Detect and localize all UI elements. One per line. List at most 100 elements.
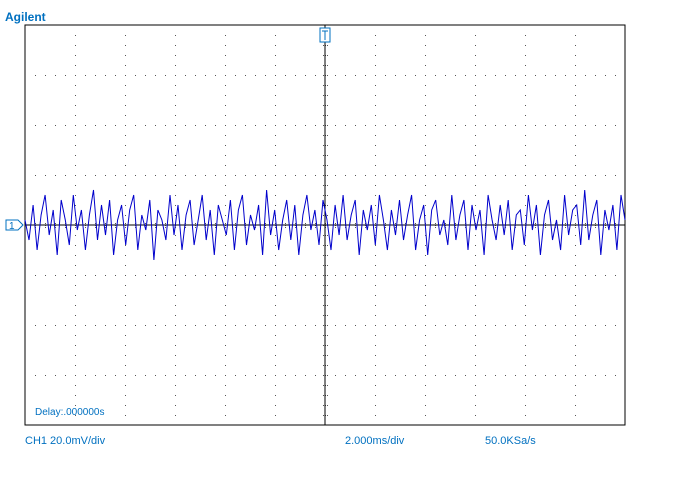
grid-dot (327, 125, 328, 126)
grid-dot (165, 175, 166, 176)
grid-dot (425, 95, 426, 96)
grid-dot (175, 145, 176, 146)
grid-dot (515, 325, 516, 326)
grid-dot (615, 275, 616, 276)
grid-dot (75, 235, 76, 236)
grid-dot (75, 195, 76, 196)
grid-dot (175, 205, 176, 206)
grid-dot (323, 345, 324, 346)
grid-dot (525, 325, 526, 326)
grid-dot (585, 223, 586, 224)
grid-dot (575, 345, 576, 346)
grid-dot (575, 85, 576, 86)
grid-dot (323, 325, 324, 326)
grid-dot (75, 145, 76, 146)
grid-dot (565, 125, 566, 126)
grid-dot (175, 95, 176, 96)
grid-dot (475, 415, 476, 416)
grid-dot (565, 325, 566, 326)
grid-dot (185, 275, 186, 276)
grid-dot (575, 185, 576, 186)
grid-dot (125, 335, 126, 336)
grid-dot (55, 375, 56, 376)
grid-dot (465, 275, 466, 276)
grid-dot (323, 255, 324, 256)
grid-dot (205, 375, 206, 376)
grid-dot (525, 155, 526, 156)
grid-dot (525, 75, 526, 76)
grid-dot (475, 285, 476, 286)
grid-dot (225, 165, 226, 166)
grid-dot (265, 375, 266, 376)
grid-dot (575, 75, 576, 76)
grid-dot (375, 45, 376, 46)
grid-dot (265, 75, 266, 76)
grid-dot (575, 125, 576, 126)
grid-dot (75, 275, 76, 276)
grid-dot (225, 195, 226, 196)
grid-dot (525, 295, 526, 296)
grid-dot (125, 227, 126, 228)
grid-dot (225, 115, 226, 116)
grid-dot (125, 285, 126, 286)
grid-dot (175, 185, 176, 186)
grid-dot (185, 175, 186, 176)
grid-dot (175, 155, 176, 156)
grid-dot (475, 355, 476, 356)
grid-dot (323, 385, 324, 386)
grid-dot (605, 375, 606, 376)
grid-dot (375, 335, 376, 336)
grid-dot (335, 375, 336, 376)
grid-dot (335, 275, 336, 276)
grid-dot (335, 125, 336, 126)
grid-dot (323, 315, 324, 316)
grid-dot (175, 405, 176, 406)
grid-dot (535, 223, 536, 224)
grid-dot (175, 35, 176, 36)
grid-dot (275, 115, 276, 116)
grid-dot (125, 65, 126, 66)
grid-dot (135, 325, 136, 326)
grid-dot (605, 227, 606, 228)
grid-dot (595, 175, 596, 176)
grid-dot (575, 227, 576, 228)
grid-dot (175, 325, 176, 326)
grid-dot (55, 75, 56, 76)
grid-dot (125, 405, 126, 406)
grid-dot (375, 305, 376, 306)
grid-dot (585, 125, 586, 126)
grid-dot (245, 325, 246, 326)
grid-dot (335, 325, 336, 326)
grid-dot (255, 375, 256, 376)
grid-dot (275, 165, 276, 166)
grid-dot (225, 55, 226, 56)
grid-dot (375, 315, 376, 316)
grid-dot (375, 165, 376, 166)
grid-dot (575, 115, 576, 116)
grid-dot (425, 85, 426, 86)
grid-dot (235, 275, 236, 276)
grid-dot (35, 175, 36, 176)
grid-dot (375, 395, 376, 396)
grid-dot (375, 215, 376, 216)
grid-dot (375, 285, 376, 286)
grid-dot (125, 385, 126, 386)
grid-dot (125, 115, 126, 116)
grid-dot (445, 223, 446, 224)
grid-dot (165, 125, 166, 126)
grid-dot (375, 255, 376, 256)
grid-dot (225, 45, 226, 46)
grid-dot (225, 275, 226, 276)
grid-dot (75, 385, 76, 386)
grid-dot (275, 275, 276, 276)
grid-dot (475, 265, 476, 266)
grid-dot (145, 375, 146, 376)
channel-scale: CH1 20.0mV/div (25, 435, 106, 447)
grid-dot (425, 335, 426, 336)
grid-dot (305, 125, 306, 126)
grid-dot (345, 125, 346, 126)
grid-dot (275, 285, 276, 286)
grid-dot (175, 395, 176, 396)
grid-dot (323, 355, 324, 356)
grid-dot (125, 75, 126, 76)
